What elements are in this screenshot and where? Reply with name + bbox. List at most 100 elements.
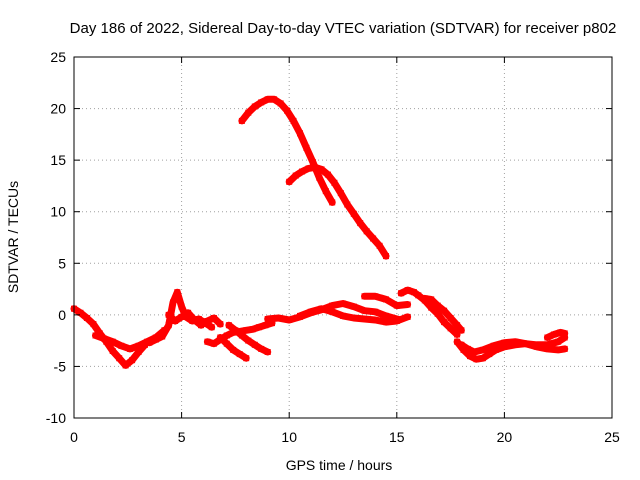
data-point — [251, 103, 258, 110]
data-point — [152, 336, 159, 343]
data-point — [404, 301, 411, 308]
data-point — [561, 334, 568, 341]
data-point — [458, 341, 465, 348]
x-tick-labels: 0 5 10 15 20 25 — [70, 429, 620, 445]
data-point — [146, 339, 153, 346]
data-point — [135, 342, 142, 349]
data-point — [238, 332, 245, 339]
data-point — [116, 355, 123, 362]
data-point — [170, 299, 176, 306]
data-point — [441, 307, 448, 314]
data-point — [404, 287, 411, 294]
data-point — [318, 305, 325, 312]
data-point — [340, 312, 346, 319]
data-point — [174, 289, 181, 296]
data-point — [454, 338, 461, 345]
data-point — [329, 302, 336, 309]
data-point — [286, 178, 293, 185]
data-point — [361, 307, 368, 314]
data-point — [544, 334, 551, 341]
data-point — [324, 171, 331, 178]
data-point — [210, 315, 217, 321]
data-point — [109, 348, 116, 354]
plot-frame — [73, 56, 613, 419]
data-point — [290, 117, 297, 124]
axis-ticks — [73, 56, 613, 419]
data-point — [275, 315, 282, 321]
data-point — [357, 220, 364, 227]
data-point — [238, 117, 245, 124]
data-point — [90, 321, 97, 328]
data-point — [490, 342, 497, 349]
data-point — [361, 293, 368, 300]
grid — [74, 57, 612, 418]
data-point — [269, 320, 275, 327]
data-point — [178, 313, 185, 320]
data-point — [101, 335, 108, 342]
data-point — [370, 235, 377, 242]
data-point — [297, 312, 303, 319]
data-point — [372, 308, 379, 315]
data-point — [127, 345, 133, 352]
data-point — [77, 309, 84, 316]
y-tick-label: 25 — [50, 49, 66, 65]
data-point — [258, 99, 265, 106]
data-point — [208, 324, 215, 331]
data-point — [522, 340, 529, 347]
data-point — [292, 172, 299, 179]
data-point — [303, 144, 310, 151]
data-point — [340, 300, 346, 307]
data-point — [404, 313, 411, 320]
data-point — [185, 309, 192, 316]
data-point — [492, 346, 499, 353]
data-point — [92, 332, 99, 339]
data-point — [447, 325, 454, 332]
data-point — [245, 337, 252, 344]
data-point — [434, 302, 441, 309]
data-point — [557, 329, 564, 336]
data-point — [251, 341, 258, 348]
data-point — [372, 293, 379, 300]
data-point — [383, 312, 389, 319]
data-point — [232, 327, 239, 334]
data-point — [561, 330, 568, 337]
data-point — [178, 303, 185, 310]
data-point — [217, 321, 224, 328]
data-point — [454, 331, 461, 338]
data-point — [245, 109, 252, 116]
data-point — [337, 190, 344, 197]
data-point — [393, 302, 400, 309]
data-point — [550, 331, 557, 338]
data-point — [428, 304, 435, 311]
data-point — [421, 295, 428, 302]
data-point — [383, 253, 389, 260]
data-point — [501, 343, 508, 350]
series-line-arc-high-2 — [285, 163, 390, 260]
data-point — [486, 351, 493, 358]
data-point — [243, 355, 250, 362]
data-point — [230, 346, 237, 353]
data-point — [204, 338, 211, 345]
data-point — [204, 318, 211, 324]
data-point — [363, 228, 370, 235]
data-point — [383, 319, 389, 326]
y-tick-label: 20 — [50, 101, 66, 117]
data-point — [344, 201, 351, 208]
y-tick-label: -10 — [46, 410, 66, 426]
data-series-layer — [70, 95, 569, 369]
data-point — [533, 343, 540, 350]
data-point — [555, 338, 562, 345]
data-point — [165, 322, 172, 329]
series-line-arc-afternoon — [397, 286, 461, 338]
x-tick-label: 5 — [178, 429, 186, 445]
y-tick-label: 15 — [50, 152, 66, 168]
x-tick-label: 10 — [281, 429, 297, 445]
data-point — [471, 349, 478, 355]
x-tick-label: 25 — [604, 429, 620, 445]
data-point — [458, 327, 465, 334]
data-point — [544, 345, 551, 352]
data-point — [512, 338, 519, 345]
y-tick-label: 10 — [50, 204, 66, 220]
data-point — [109, 338, 116, 345]
data-point — [198, 322, 204, 329]
